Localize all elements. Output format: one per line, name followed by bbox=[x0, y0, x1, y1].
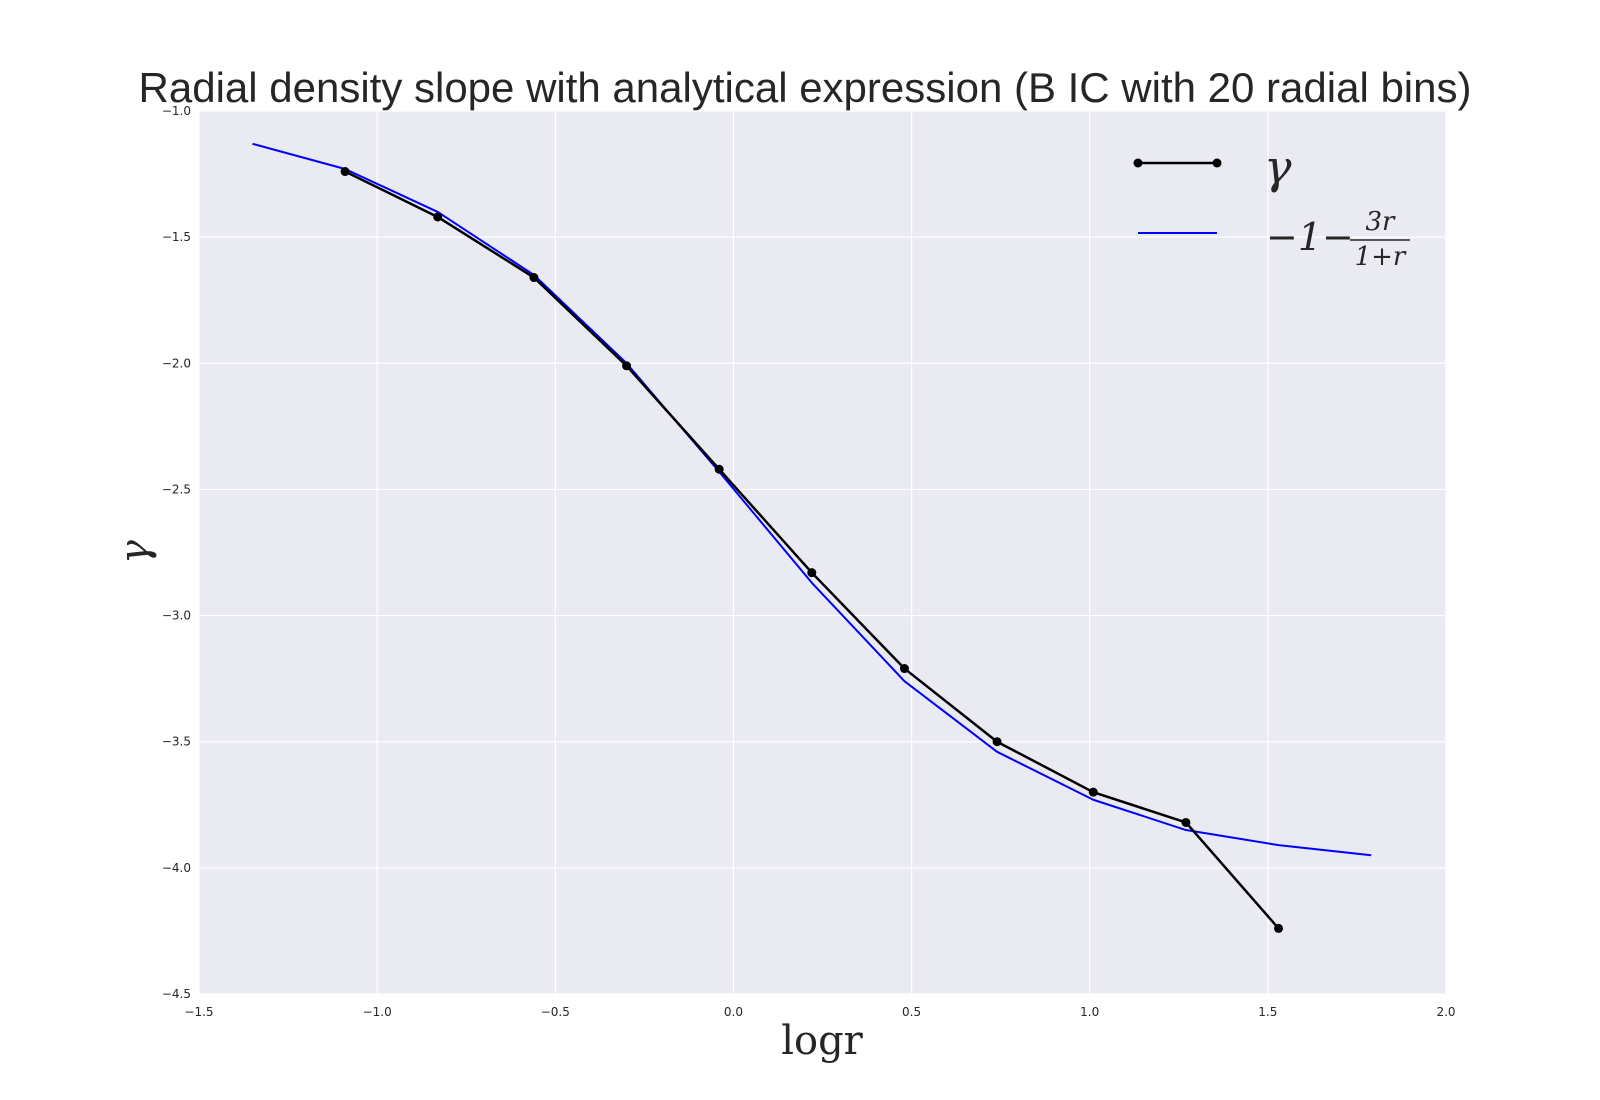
x-tick-label: 0.5 bbox=[902, 1005, 921, 1019]
chart-title: Radial density slope with analytical exp… bbox=[139, 64, 1472, 111]
x-tick-label: −0.5 bbox=[541, 1005, 570, 1019]
series-gamma-point bbox=[1274, 923, 1284, 933]
series-gamma-point bbox=[529, 273, 539, 283]
y-tick-label: −1.0 bbox=[162, 104, 191, 118]
x-tick-label: −1.5 bbox=[184, 1005, 213, 1019]
y-axis-label: γ bbox=[112, 540, 158, 564]
series-gamma-point bbox=[992, 737, 1002, 747]
series-gamma-point bbox=[899, 664, 909, 674]
series-layer bbox=[252, 142, 1372, 933]
y-tick-label: −3.5 bbox=[162, 735, 191, 749]
series-gamma-point bbox=[714, 464, 724, 474]
series-analytical-line bbox=[252, 142, 1372, 857]
series-gamma-point bbox=[1088, 787, 1098, 797]
legend-fn-denominator: 1+r bbox=[1355, 242, 1407, 272]
series-gamma-point bbox=[807, 568, 817, 578]
x-axis-ticks: −1.5 −1.0 −0.5 0.0 0.5 1.0 1.5 2.0 bbox=[184, 1005, 1455, 1019]
legend-fn-numerator: 3r bbox=[1366, 207, 1397, 237]
legend-fn-prefix: −1− bbox=[1266, 215, 1354, 259]
series-gamma-point bbox=[340, 167, 350, 177]
series-gamma-point bbox=[1181, 817, 1191, 827]
x-tick-label: 1.0 bbox=[1080, 1005, 1099, 1019]
y-axis-ticks: −1.0 −1.5 −2.0 −2.5 −3.0 −3.5 −4.0 −4.5 bbox=[162, 104, 191, 1001]
x-axis-label: logr bbox=[781, 1018, 863, 1064]
x-tick-label: 1.5 bbox=[1258, 1005, 1277, 1019]
grid bbox=[198, 110, 1447, 995]
legend-gamma-marker-right bbox=[1212, 158, 1222, 168]
y-tick-label: −4.0 bbox=[162, 861, 191, 875]
y-tick-label: −2.0 bbox=[162, 356, 191, 370]
plot-background bbox=[199, 111, 1446, 994]
x-tick-label: 2.0 bbox=[1436, 1005, 1455, 1019]
legend: γ −1− 3r 1+r bbox=[1133, 140, 1410, 272]
series-gamma-point bbox=[433, 212, 443, 222]
x-tick-label: −1.0 bbox=[363, 1005, 392, 1019]
legend-gamma-marker-left bbox=[1133, 158, 1143, 168]
legend-gamma-label: γ bbox=[1264, 140, 1292, 194]
y-tick-label: −1.5 bbox=[162, 230, 191, 244]
y-tick-label: −2.5 bbox=[162, 482, 191, 496]
x-tick-label: 0.0 bbox=[724, 1005, 743, 1019]
y-tick-label: −3.0 bbox=[162, 609, 191, 623]
y-tick-label: −4.5 bbox=[162, 987, 191, 1001]
series-gamma-point bbox=[622, 361, 632, 371]
